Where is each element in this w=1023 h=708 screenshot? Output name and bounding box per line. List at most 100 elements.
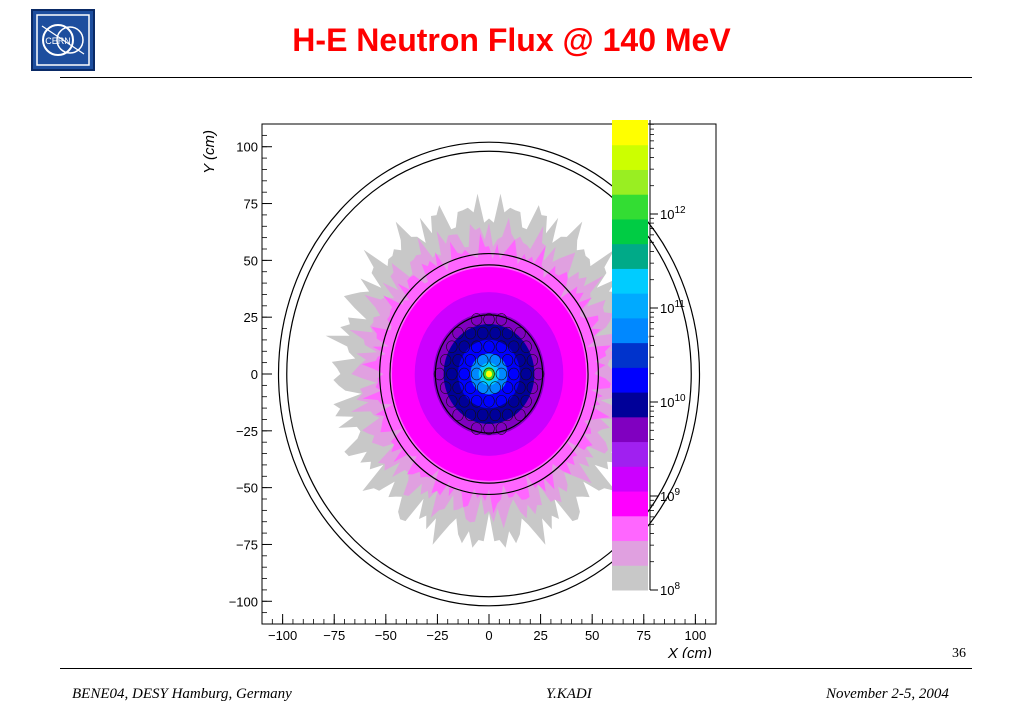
lattice-cell xyxy=(520,340,532,353)
lattice-cell xyxy=(483,422,495,435)
lattice-cell xyxy=(532,367,545,381)
lattice-cell xyxy=(452,381,464,394)
lattice-cell xyxy=(477,354,489,367)
title-rule xyxy=(60,77,972,78)
flux-band xyxy=(485,370,493,378)
colorbar-segment xyxy=(612,565,648,591)
lattice-cell xyxy=(514,381,526,394)
colorbar-segment xyxy=(612,293,648,319)
y-tick-label: 100 xyxy=(236,140,258,155)
y-tick-label: −100 xyxy=(229,594,258,609)
x-tick-label: −25 xyxy=(426,628,448,643)
lattice-cell xyxy=(508,340,520,353)
y-tick-label: 75 xyxy=(244,197,258,212)
lattice-cell xyxy=(483,313,495,326)
x-tick-label: 0 xyxy=(485,628,492,643)
lattice-cell xyxy=(439,381,452,394)
lattice-cell xyxy=(483,395,495,408)
lattice-cell xyxy=(501,354,514,367)
x-tick-label: −50 xyxy=(375,628,397,643)
lattice-cell xyxy=(489,381,501,394)
colorbar-segment xyxy=(612,491,648,517)
lattice-cell xyxy=(495,395,508,408)
colorbar-segment xyxy=(612,120,648,146)
colorbar-segment xyxy=(612,268,648,294)
lattice-cell xyxy=(483,340,495,353)
lattice-cell xyxy=(446,340,458,353)
x-tick-label: 50 xyxy=(585,628,599,643)
boundary-circle xyxy=(379,252,599,496)
lattice-cell xyxy=(464,326,477,340)
lattice-cell xyxy=(470,422,483,435)
lattice-cell xyxy=(477,326,489,340)
cern-logo: CERN xyxy=(28,6,98,74)
lattice-cell xyxy=(514,408,526,422)
lattice-cell xyxy=(446,395,458,408)
slide-title: H-E Neutron Flux @ 140 MeV xyxy=(292,22,731,58)
lattice-cell xyxy=(489,354,501,367)
lattice-cell xyxy=(452,408,464,422)
lattice-cell xyxy=(464,354,477,367)
colorbar-segment xyxy=(612,317,648,344)
lattice-cell xyxy=(501,381,514,394)
boundary-circle xyxy=(277,141,701,607)
colorbar-segment xyxy=(612,169,648,195)
plot-frame: −100 −75 −50 −25 0 25 50 75 100 100 75 50 25 0 −25 −50 −… xyxy=(196,110,796,662)
footer-rule xyxy=(60,668,972,669)
footer-conference: BENE04, DESY Hamburg, Germany xyxy=(72,686,292,702)
lattice-cell xyxy=(452,326,464,340)
lattice-cell xyxy=(520,395,532,408)
lattice-cell xyxy=(495,313,508,326)
colorbar-segment xyxy=(612,416,648,443)
x-tick-label: −100 xyxy=(268,628,297,643)
boundary-circle xyxy=(434,314,544,434)
colorbar-segment xyxy=(612,540,648,566)
x-axis-label: X (cm) xyxy=(667,645,712,658)
lattice-cell xyxy=(514,326,526,340)
colorbar-segment xyxy=(612,367,648,393)
lattice-cell xyxy=(483,367,495,381)
colorbar-segment xyxy=(612,243,648,269)
colorbar-segment xyxy=(612,392,648,418)
lattice-cell xyxy=(477,381,489,394)
y-tick-label: 25 xyxy=(244,310,258,325)
lattice-cell xyxy=(508,395,520,408)
lattice-cell xyxy=(501,326,514,340)
lattice-cell xyxy=(452,354,464,367)
lattice-cell xyxy=(495,340,508,353)
x-tick-label: 25 xyxy=(533,628,547,643)
lattice-cell xyxy=(439,354,452,367)
x-tick-label: −75 xyxy=(323,628,345,643)
lattice-cell xyxy=(495,367,508,381)
x-tick-label: 100 xyxy=(685,628,707,643)
lattice-cell xyxy=(464,381,477,394)
y-tick-label: −50 xyxy=(236,481,258,496)
colorbar-segment xyxy=(612,441,648,467)
lattice-cell xyxy=(489,408,501,422)
colorbar-segment xyxy=(612,515,648,542)
lattice-cell xyxy=(458,340,470,353)
lattice-cell xyxy=(464,408,477,422)
lattice-cell xyxy=(433,367,446,381)
lattice-cell xyxy=(477,408,489,422)
lattice-cell xyxy=(526,354,539,367)
colorbar-segment xyxy=(612,466,648,492)
lattice-cell xyxy=(514,354,526,367)
lattice-cell xyxy=(520,367,532,381)
flux-heatmap: −100 −75 −50 −25 0 25 50 75 100 100 75 50 25 0 −25 −50 −… xyxy=(201,120,717,662)
boundary-circle xyxy=(389,264,589,484)
y-tick-label: −25 xyxy=(236,424,258,439)
lattice-cell xyxy=(470,367,483,381)
footer-date: November 2-5, 2004 xyxy=(826,686,949,702)
lattice-cell xyxy=(470,395,483,408)
lattice-cell xyxy=(495,422,508,435)
footer-author: Y.KADI xyxy=(546,686,592,702)
lattice-cell xyxy=(501,408,514,422)
colorbar-segment xyxy=(612,218,648,245)
y-tick-label: 50 xyxy=(244,253,258,268)
logo-text: CERN xyxy=(45,36,71,46)
colorbar-segment xyxy=(612,342,648,368)
lattice-cell xyxy=(470,313,483,326)
boundary-circle xyxy=(286,150,692,598)
y-tick-label: 0 xyxy=(251,367,258,382)
